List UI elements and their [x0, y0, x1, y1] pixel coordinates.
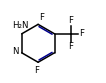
Text: H₂N: H₂N — [13, 21, 29, 30]
Text: F: F — [68, 42, 73, 51]
Text: N: N — [13, 47, 19, 56]
Text: F: F — [68, 16, 73, 25]
Text: F: F — [79, 29, 84, 38]
Text: F: F — [34, 66, 39, 75]
Text: F: F — [39, 13, 45, 22]
